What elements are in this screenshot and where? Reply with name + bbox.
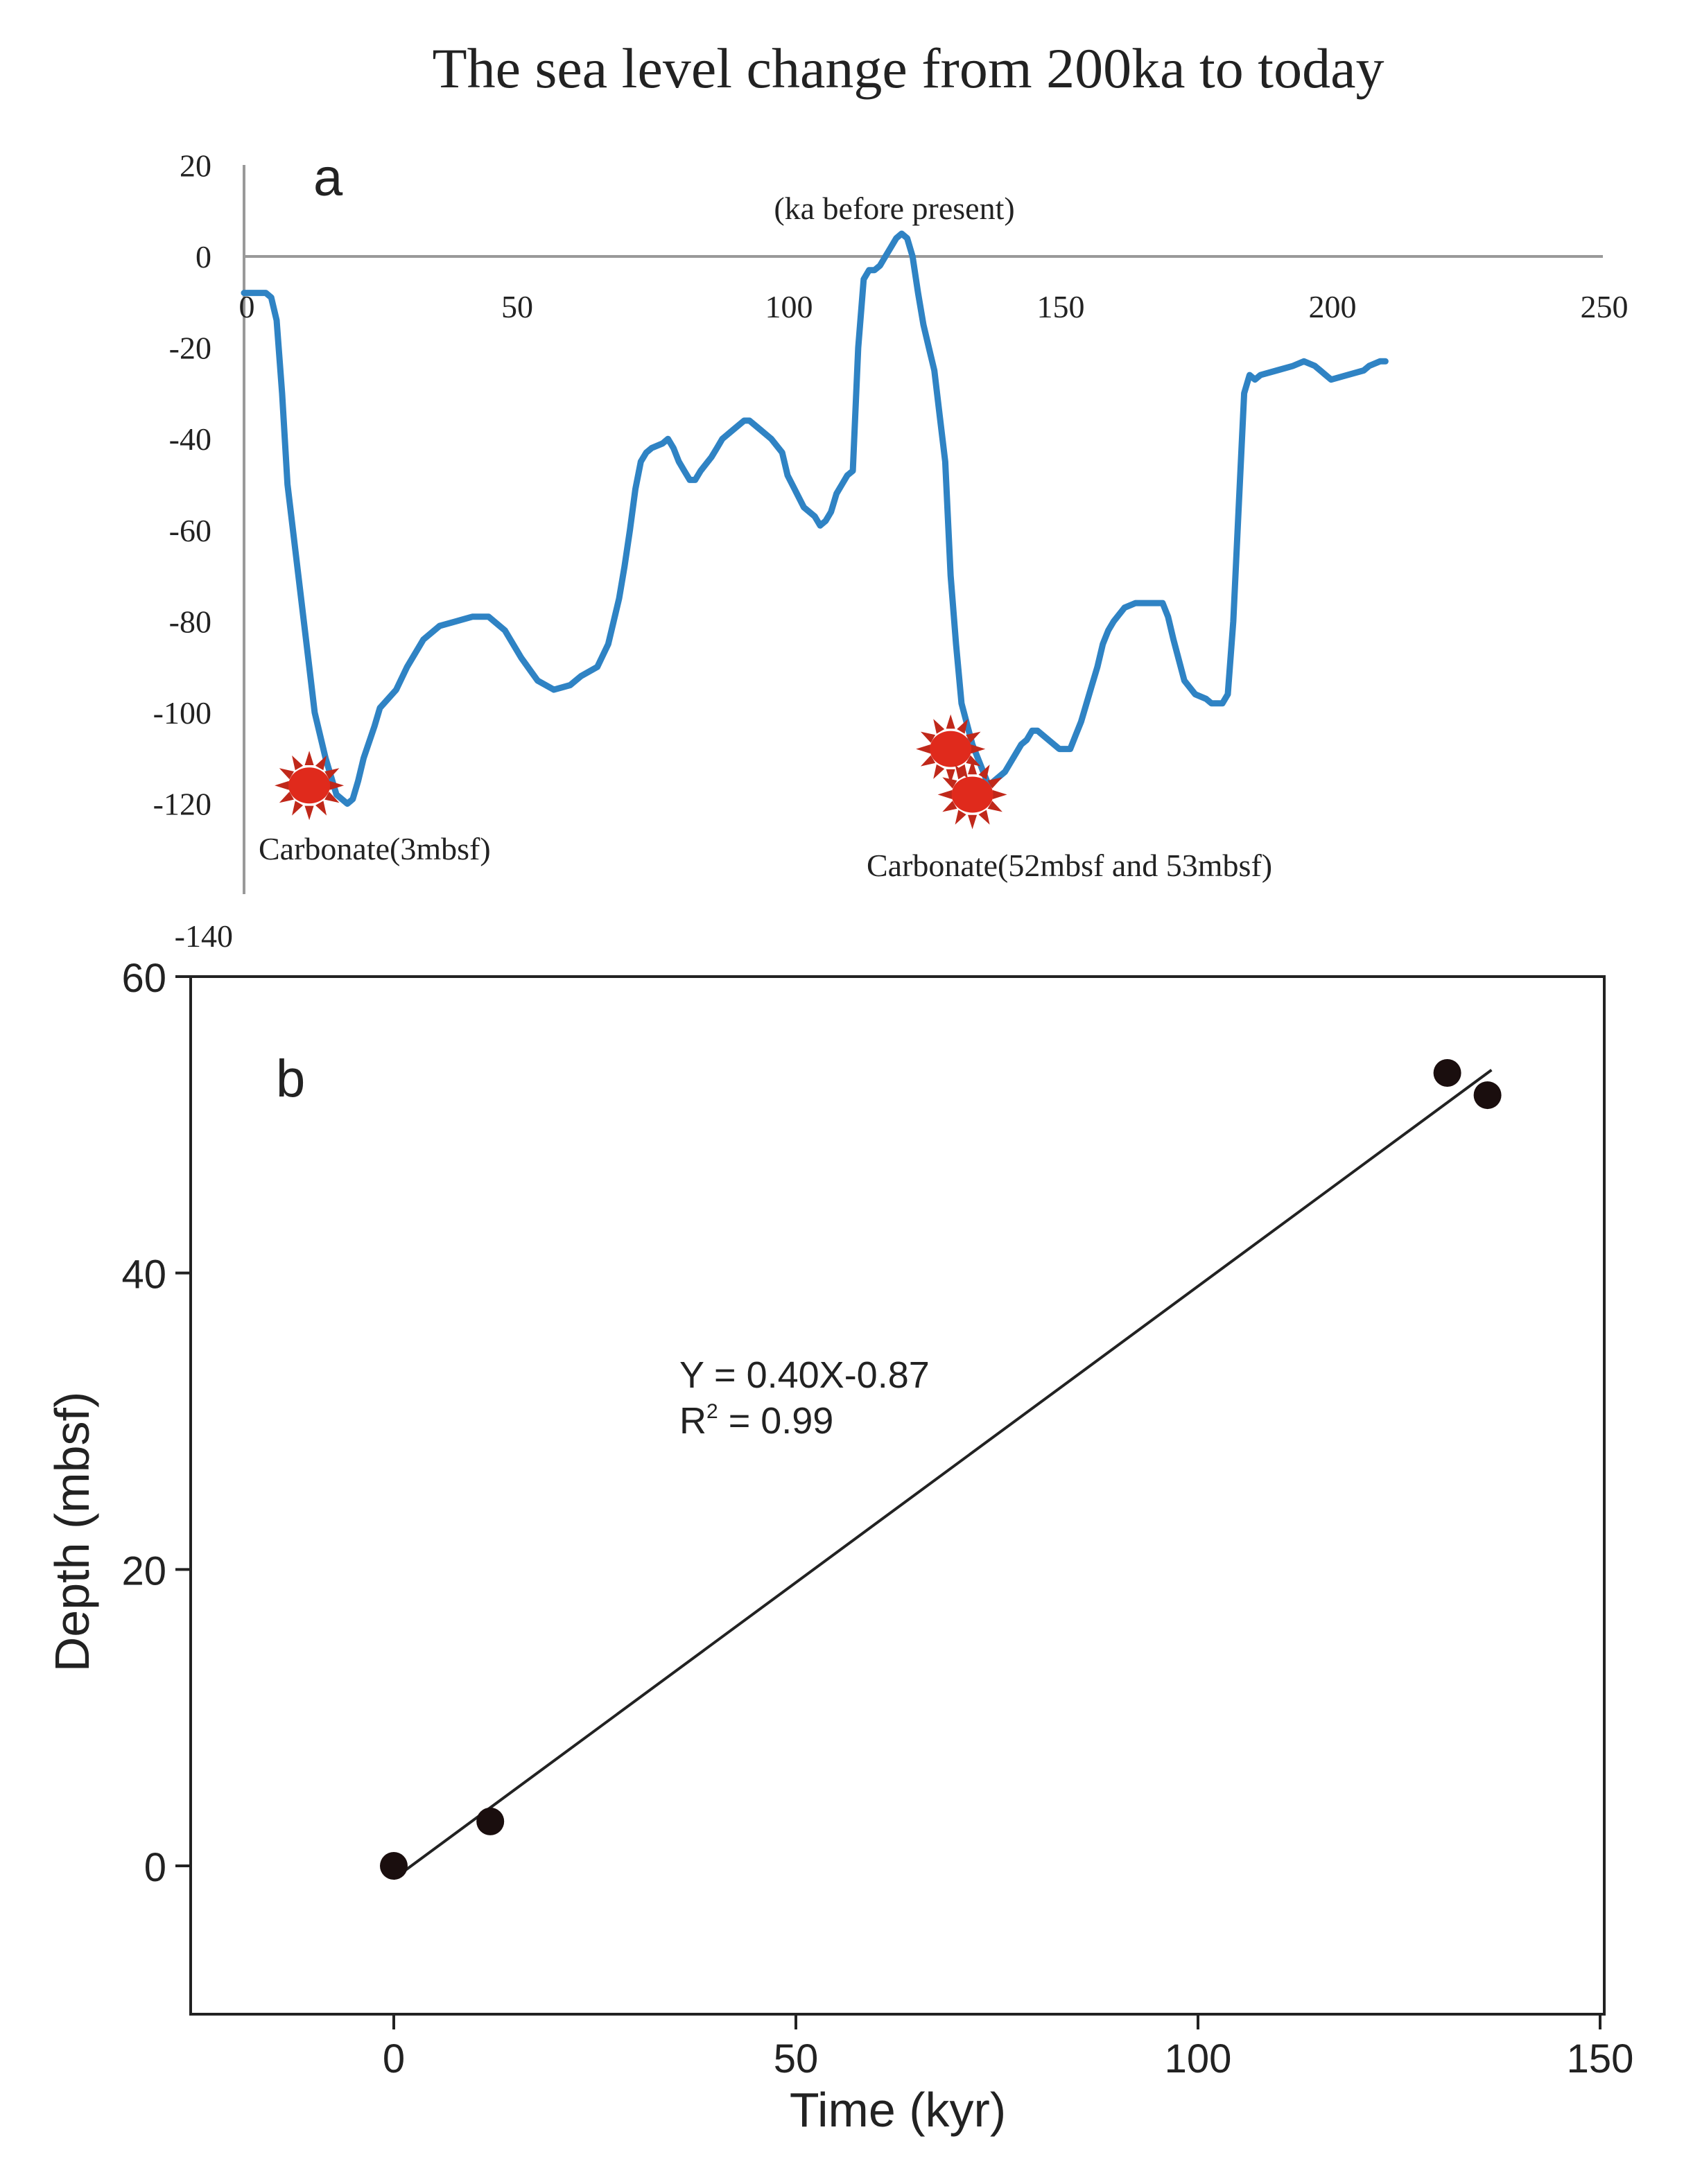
panel-a-y-tick-label: -140	[175, 918, 233, 954]
carbonate-marker-spike	[955, 765, 966, 780]
carbonate-marker-spike	[971, 744, 986, 754]
carbonate-marker-spike	[942, 777, 957, 789]
scatter-point	[1473, 1081, 1502, 1110]
panel-a-y-tick-label: -120	[153, 787, 211, 822]
panel-b-y-tick-label: 20	[121, 1548, 166, 1593]
panel-b-depth-time-chart: 60 40 20 0 0 50 100 150 Time (kyr) Depth (mbsf) b Y…	[45, 956, 1633, 2137]
panel-a-y-tick-label: 0	[196, 239, 211, 274]
panel-b-x-tick-label: 150	[1567, 2036, 1634, 2081]
panel-a-y-tick-label: -100	[153, 695, 211, 731]
r-squared-value: R2 = 0.99	[679, 1400, 833, 1442]
carbonate-marker-spike	[916, 744, 930, 754]
carbonate-marker-spike	[968, 760, 978, 775]
r-squared-superscript: 2	[706, 1400, 718, 1423]
panel-a-y-tick-label: -40	[169, 421, 211, 457]
carbonate-marker-spike	[275, 780, 289, 790]
carbonate-marker-spike	[946, 714, 955, 729]
sea-level-line	[241, 230, 1389, 807]
carbonate-marker-spike	[315, 755, 327, 771]
carbonate-marker-spike	[920, 731, 936, 743]
panel-b-x-tick-label: 0	[383, 2036, 405, 2081]
carbonate-marker-spike	[955, 810, 966, 825]
panel-b-label: b	[276, 1049, 305, 1108]
panel-a-y-tick-label: 20	[180, 148, 211, 183]
carbonate-marker-spike	[987, 801, 1002, 812]
carbonate-marker-spike	[966, 755, 981, 767]
panel-b-x-tick-label: 100	[1165, 2036, 1232, 2081]
carbonate-label-3mbsf: Carbonate(3mbsf)	[259, 831, 491, 866]
carbonate-marker-spike	[942, 801, 957, 812]
r-squared-prefix: R	[679, 1400, 706, 1442]
panel-a-x-tick-label: 200	[1309, 289, 1357, 324]
figure-title: The sea level change from 200ka to today	[433, 37, 1384, 100]
carbonate-marker-spike	[933, 764, 945, 779]
panel-b-y-axis-label: Depth (mbsf)	[45, 1392, 99, 1672]
carbonate-marker-core	[951, 776, 993, 813]
panel-a-x-tick-label: 0	[239, 289, 255, 324]
carbonate-marker-spike	[279, 768, 294, 780]
panel-a-y-tick-label: -20	[169, 331, 211, 366]
panel-a-x-tick-label: 150	[1037, 289, 1085, 324]
panel-b-y-tick-label: 40	[121, 1252, 166, 1298]
carbonate-marker-spike	[933, 719, 945, 734]
carbonate-label-52-53mbsf: Carbonate(52mbsf and 53mbsf)	[867, 848, 1272, 883]
panel-b-x-tick-label: 50	[774, 2036, 819, 2081]
carbonate-marker-spike	[957, 719, 969, 734]
carbonate-marker-spike	[329, 780, 345, 790]
carbonate-marker-core	[288, 767, 331, 804]
panel-a-y-tick-label: -60	[169, 513, 211, 548]
carbonate-marker-spike	[937, 789, 953, 799]
panel-b-y-tick-label: 0	[144, 1845, 166, 1890]
carbonate-marker-spike	[279, 792, 294, 803]
carbonate-marker-spike	[304, 805, 314, 821]
carbonate-marker-spike	[304, 751, 314, 765]
panel-b-y-tick-label: 60	[121, 956, 166, 1001]
scatter-point	[1433, 1058, 1461, 1087]
panel-a-x-axis-label: (ka before present)	[774, 191, 1014, 226]
carbonate-marker-spike	[966, 731, 981, 743]
panel-a-x-tick-label: 100	[765, 289, 813, 324]
panel-b-x-axis-label: Time (kyr)	[790, 2083, 1006, 2137]
carbonate-marker-spike	[292, 801, 304, 816]
panel-a-x-tick-label: 50	[501, 289, 533, 324]
carbonate-marker-spike	[987, 777, 1002, 789]
carbonate-marker-spike	[315, 801, 327, 816]
scatter-point	[380, 1852, 408, 1880]
panel-b-frame	[189, 975, 1606, 2016]
carbonate-marker-spike	[920, 755, 936, 767]
carbonate-marker-spike	[978, 810, 990, 825]
carbonate-marker-spike	[946, 769, 955, 784]
panel-a-label: a	[313, 148, 343, 207]
carbonate-marker-spike	[992, 789, 1007, 799]
carbonate-marker-spike	[324, 768, 340, 780]
carbonate-marker-spike	[978, 765, 990, 780]
carbonate-marker-core	[930, 731, 972, 767]
r-squared-suffix: = 0.99	[718, 1400, 834, 1442]
carbonate-marker	[937, 760, 1007, 830]
scatter-point	[476, 1807, 505, 1835]
carbonate-marker-spike	[292, 755, 304, 771]
regression-line	[392, 1069, 1493, 1880]
carbonate-marker	[275, 751, 345, 821]
regression-equation: Y = 0.40X-0.87	[679, 1354, 930, 1396]
carbonate-marker-spike	[324, 792, 340, 803]
panel-a-x-tick-label: 250	[1581, 289, 1629, 324]
carbonate-marker-spike	[968, 814, 978, 830]
panel-a-y-tick-label: -80	[169, 604, 211, 639]
